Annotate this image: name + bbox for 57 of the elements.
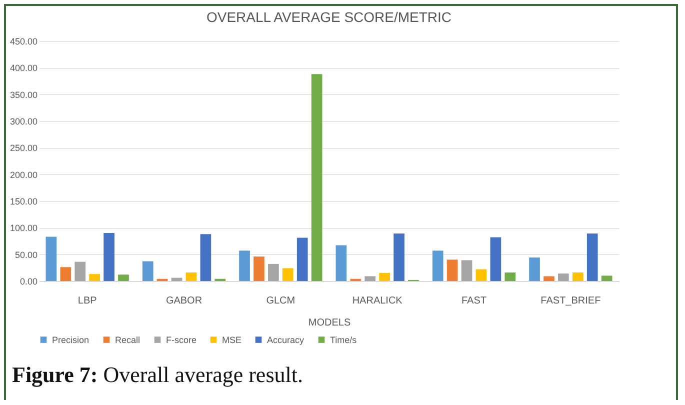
x-tick-label: GABOR bbox=[166, 296, 202, 306]
y-tick-label: 450.00 bbox=[10, 36, 38, 46]
bar bbox=[379, 273, 390, 281]
bar bbox=[394, 234, 404, 281]
x-tick-label: FAST_BRIEF bbox=[540, 296, 601, 306]
bar bbox=[171, 278, 182, 281]
bar bbox=[529, 258, 540, 281]
bar bbox=[544, 276, 554, 281]
bar bbox=[74, 262, 86, 281]
bar bbox=[46, 236, 57, 281]
y-tick-label: 50.00 bbox=[14, 250, 38, 260]
bar bbox=[558, 274, 569, 281]
x-axis-title: MODELS bbox=[308, 318, 351, 328]
x-tick-label: HARALICK bbox=[352, 296, 403, 306]
bar bbox=[118, 274, 129, 281]
y-tick-label: 400.00 bbox=[10, 63, 38, 74]
bar bbox=[311, 74, 322, 281]
y-tick-label: 200.00 bbox=[10, 170, 38, 180]
legend-label: F-score bbox=[166, 334, 197, 345]
bar bbox=[432, 250, 444, 281]
legend-label: Precision bbox=[52, 334, 90, 345]
chart-title: OVERALL AVERAGE SCORE/METRIC bbox=[206, 9, 452, 25]
bar bbox=[601, 276, 612, 281]
bar bbox=[200, 234, 212, 281]
legend-label: MSE bbox=[222, 334, 242, 345]
bar bbox=[282, 268, 294, 281]
bar bbox=[296, 238, 308, 281]
bar bbox=[572, 272, 584, 281]
y-tick-label: 100.00 bbox=[10, 223, 38, 234]
bar bbox=[89, 274, 100, 281]
bar bbox=[60, 267, 72, 281]
legend-label: Accuracy bbox=[267, 334, 305, 345]
bar bbox=[504, 272, 516, 281]
y-tick-label: 150.00 bbox=[10, 196, 38, 206]
bar bbox=[268, 264, 279, 281]
bar bbox=[336, 245, 347, 281]
caption: Figure 7: Overall average result. bbox=[12, 362, 303, 388]
x-tick-label: LBP bbox=[78, 296, 98, 306]
x-tick-label: FAST bbox=[461, 296, 487, 306]
y-tick-label: 300.00 bbox=[10, 116, 38, 126]
bar bbox=[239, 250, 250, 281]
bar bbox=[254, 256, 264, 281]
y-tick-label: 0.00 bbox=[20, 276, 38, 286]
legend-label: Time/s bbox=[330, 334, 358, 345]
legend-label: Recall bbox=[115, 334, 140, 345]
bar bbox=[142, 261, 154, 281]
bar bbox=[586, 234, 598, 281]
bar bbox=[104, 233, 114, 281]
bar bbox=[364, 276, 376, 281]
bar bbox=[186, 272, 197, 281]
y-tick-label: 250.00 bbox=[10, 143, 38, 154]
bar bbox=[446, 260, 458, 281]
x-tick-label: GLCM bbox=[266, 296, 296, 306]
bar bbox=[490, 237, 502, 281]
bar bbox=[476, 269, 487, 281]
y-tick-label: 350.00 bbox=[10, 90, 38, 100]
bar bbox=[461, 260, 472, 281]
